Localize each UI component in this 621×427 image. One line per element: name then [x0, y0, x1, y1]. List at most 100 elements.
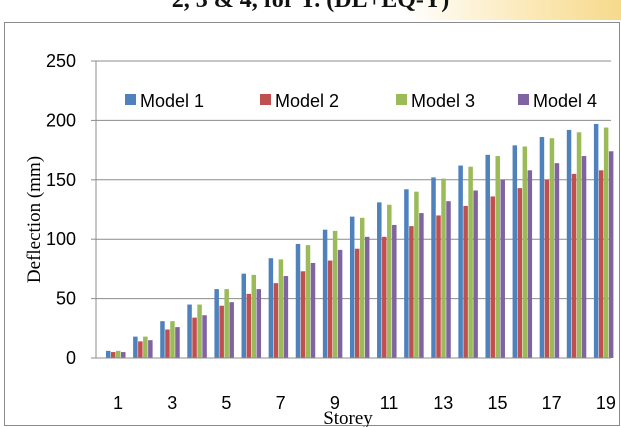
bar-series4-storey18 — [581, 156, 587, 358]
bar-series3-storey19 — [603, 127, 609, 358]
bar-series2-storey3 — [165, 329, 170, 358]
bar-series2-storey16 — [517, 188, 523, 358]
x-tick-label: 13 — [433, 393, 453, 413]
y-tick-label: 150 — [46, 170, 76, 190]
x-tick-label: 3 — [167, 393, 177, 413]
legend-label-series3: Model 3 — [411, 91, 475, 111]
bar-series1-storey13 — [431, 177, 436, 358]
bar-series1-storey15 — [485, 154, 490, 358]
bar-series3-storey1 — [116, 350, 121, 358]
bar-series3-storey7 — [278, 259, 284, 358]
bar-series4-storey9 — [337, 249, 343, 358]
bar-series3-storey12 — [414, 191, 419, 358]
bar-series3-storey11 — [387, 204, 392, 358]
bar-series1-storey10 — [349, 216, 355, 358]
legend: Model 1 Model 2 Model 3 Model 4 — [125, 91, 597, 111]
x-tick-label: 17 — [542, 393, 562, 413]
bar-series2-storey10 — [354, 248, 360, 358]
bar-series4-storey1 — [121, 352, 126, 358]
bar-series2-storey19 — [598, 170, 604, 358]
bar-series2-storey4 — [192, 317, 197, 358]
bar-series1-storey5 — [214, 289, 219, 358]
bar-series3-storey17 — [549, 138, 555, 358]
legend-label-series2: Model 2 — [275, 91, 339, 111]
bar-series2-storey13 — [436, 215, 441, 358]
bar-series2-storey8 — [300, 271, 306, 358]
bar-series3-storey8 — [305, 245, 311, 358]
x-tick-label: 7 — [276, 393, 286, 413]
bar-series3-storey13 — [441, 178, 446, 358]
bar-series4-storey7 — [283, 276, 289, 358]
bar-series1-storey17 — [539, 137, 545, 358]
x-tick-label: 9 — [330, 393, 340, 413]
bar-series3-storey14 — [468, 166, 473, 358]
y-tick-label: 200 — [46, 110, 76, 130]
bar-series4-storey2 — [148, 340, 153, 358]
bar-series3-storey10 — [359, 217, 365, 358]
bar-series1-storey1 — [106, 350, 111, 358]
y-tick-label: 50 — [56, 289, 76, 309]
bar-series3-storey18 — [576, 132, 582, 358]
bar-series4-storey10 — [364, 236, 370, 358]
bars — [106, 123, 614, 359]
bar-series1-storey18 — [566, 129, 572, 358]
x-tick-label: 15 — [487, 393, 507, 413]
legend-label-series4: Model 4 — [533, 91, 597, 111]
bar-series4-storey13 — [446, 201, 451, 358]
bar-series2-storey15 — [490, 196, 495, 358]
legend-label-series1: Model 1 — [140, 91, 204, 111]
bar-series1-storey12 — [404, 189, 409, 358]
bar-series4-storey16 — [527, 170, 533, 358]
bar-series1-storey8 — [295, 243, 301, 358]
bar-series4-storey17 — [554, 163, 560, 358]
bar-series1-storey9 — [322, 229, 328, 358]
bar-series2-storey6 — [246, 293, 252, 358]
top-gradient-strip — [0, 0, 621, 20]
bar-series3-storey2 — [143, 336, 148, 358]
bar-series4-storey19 — [608, 151, 614, 358]
bar-series1-storey2 — [133, 336, 138, 358]
bar-series3-storey16 — [522, 146, 528, 358]
x-tick-label: 1 — [113, 393, 123, 413]
legend-swatch-series2 — [260, 94, 271, 105]
bar-series3-storey3 — [170, 321, 175, 358]
bar-series4-storey6 — [256, 289, 262, 358]
bar-series4-storey8 — [310, 262, 316, 358]
bar-series1-storey16 — [512, 145, 518, 358]
bar-series4-storey5 — [229, 302, 234, 358]
bar-series4-storey14 — [473, 190, 478, 358]
y-tick-label: 100 — [46, 229, 76, 249]
bar-series2-storey2 — [138, 341, 143, 358]
y-tick-label: 0 — [66, 348, 76, 368]
y-tick-label: 250 — [46, 51, 76, 71]
bar-series3-storey15 — [495, 156, 500, 358]
bar-series4-storey15 — [500, 179, 505, 358]
bar-series2-storey11 — [382, 236, 387, 358]
x-tick-label: 5 — [221, 393, 231, 413]
legend-swatch-series4 — [518, 94, 529, 105]
bar-series1-storey19 — [593, 123, 599, 359]
bar-series2-storey17 — [544, 179, 550, 358]
legend-swatch-series1 — [125, 94, 136, 105]
legend-swatch-series3 — [396, 94, 407, 105]
bar-series2-storey7 — [273, 283, 279, 358]
bar-series2-storey1 — [111, 352, 116, 358]
bar-series2-storey9 — [327, 260, 333, 358]
chart-frame — [4, 22, 620, 426]
y-axis-title: Deflection (mm) — [24, 156, 45, 283]
figure-caption: 2, 3 & 4, for Y. (DL+EQ-Y) — [171, 0, 450, 13]
bar-series3-storey4 — [197, 304, 202, 358]
bar-series4-storey4 — [202, 315, 207, 358]
bar-series2-storey5 — [219, 305, 224, 358]
bar-series3-storey9 — [332, 230, 338, 358]
bar-series2-storey18 — [571, 173, 577, 358]
bar-series1-storey7 — [268, 258, 274, 358]
bar-series4-storey12 — [419, 213, 424, 358]
x-tick-label: 11 — [380, 393, 399, 413]
bar-series4-storey3 — [175, 327, 180, 358]
bar-series4-storey11 — [392, 224, 397, 358]
bar-series3-storey5 — [224, 289, 229, 358]
bar-series2-storey12 — [409, 226, 414, 358]
